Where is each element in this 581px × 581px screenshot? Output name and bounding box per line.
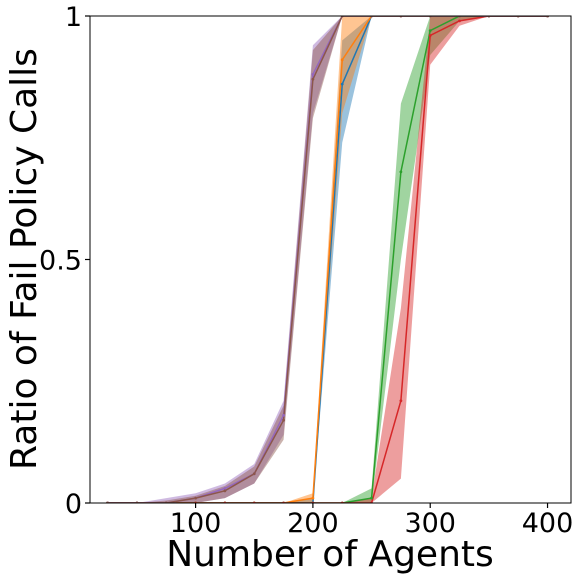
series-3-point bbox=[399, 399, 403, 403]
x-tick-label: 200 bbox=[287, 508, 339, 539]
x-tick-label: 300 bbox=[404, 508, 456, 539]
series-3-point bbox=[458, 19, 461, 23]
y-axis-label: Ratio of Fail Policy Calls bbox=[4, 48, 45, 470]
y-tick-label: 0 bbox=[65, 489, 82, 520]
x-ticks: 100 200 300 400 bbox=[170, 503, 573, 539]
series-3-point bbox=[428, 34, 432, 37]
y-tick-label: 0.5 bbox=[39, 246, 82, 277]
series-5-point bbox=[223, 489, 227, 493]
series-5-point bbox=[252, 472, 256, 476]
x-tick-label: 100 bbox=[170, 508, 222, 539]
x-axis-label: Number of Agents bbox=[166, 534, 494, 575]
series-lines bbox=[107, 16, 548, 503]
y-tick-label: 1 bbox=[65, 2, 82, 33]
series-1-band bbox=[107, 16, 548, 503]
series-3-line bbox=[107, 16, 548, 503]
series-4-point bbox=[282, 413, 285, 417]
confidence-bands bbox=[107, 16, 548, 503]
series-5-point bbox=[311, 77, 315, 81]
series-5-line bbox=[107, 16, 548, 503]
series-1-line bbox=[107, 16, 548, 503]
series-2-point bbox=[370, 496, 373, 500]
series-2-point bbox=[399, 170, 403, 174]
series-5-point bbox=[194, 496, 197, 500]
series-5-point bbox=[282, 418, 285, 422]
series-0-line bbox=[107, 16, 548, 503]
series-4-point bbox=[311, 73, 315, 76]
series-1-point bbox=[340, 58, 344, 62]
series-1-point bbox=[311, 496, 315, 500]
series-4-point bbox=[223, 486, 227, 490]
x-tick-label: 400 bbox=[522, 508, 574, 539]
series-2-point bbox=[428, 29, 432, 33]
y-ticks: 00.51 bbox=[39, 2, 90, 520]
series-0-point bbox=[340, 82, 344, 86]
